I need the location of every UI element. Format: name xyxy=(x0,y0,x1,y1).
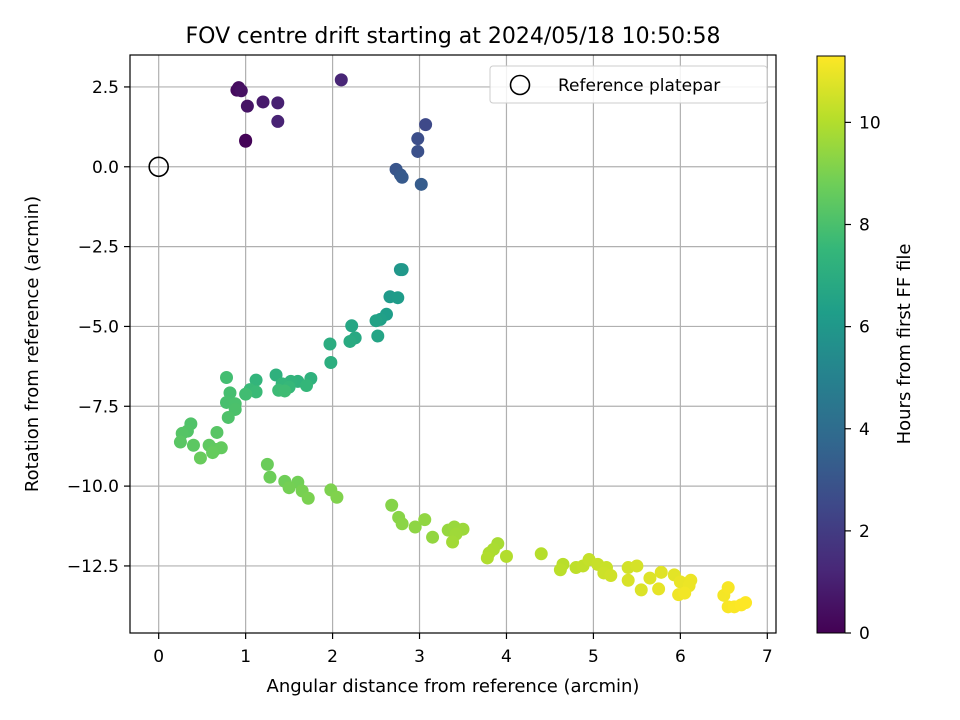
data-point xyxy=(446,535,460,549)
data-point xyxy=(391,291,405,305)
y-tick-label: 2.5 xyxy=(92,78,119,98)
colorbar-tick-label: 0 xyxy=(859,624,870,644)
data-point xyxy=(621,573,635,587)
data-point xyxy=(263,470,277,484)
data-point xyxy=(193,451,207,465)
x-tick-label: 0 xyxy=(153,647,164,667)
data-point xyxy=(260,457,274,471)
data-point xyxy=(334,73,348,87)
data-point xyxy=(369,314,383,328)
data-point xyxy=(604,569,618,583)
data-point xyxy=(234,84,248,98)
data-point xyxy=(324,356,338,370)
y-axis-label: Rotation from reference (arcmin) xyxy=(22,196,43,492)
colorbar-tick-label: 10 xyxy=(859,113,881,133)
data-point xyxy=(419,118,433,132)
data-point xyxy=(678,586,692,600)
chart-title: FOV centre drift starting at 2024/05/18 … xyxy=(186,24,721,49)
y-tick-label: −10.0 xyxy=(67,477,119,497)
legend-box xyxy=(489,65,768,104)
data-point xyxy=(221,410,235,424)
data-point xyxy=(371,329,385,343)
data-point xyxy=(408,520,422,534)
y-tick-label: −2.5 xyxy=(78,238,119,258)
colorbar-tick-label: 6 xyxy=(859,318,870,338)
colorbar-tick-label: 2 xyxy=(859,522,870,542)
data-point xyxy=(534,547,548,561)
data-point xyxy=(721,581,735,595)
data-point xyxy=(330,490,344,504)
colorbar-gradient xyxy=(816,55,846,634)
data-point xyxy=(395,170,409,184)
data-point xyxy=(385,498,399,512)
data-point xyxy=(220,371,234,385)
data-point xyxy=(426,530,440,544)
x-tick-label: 1 xyxy=(240,647,251,667)
data-point xyxy=(186,438,200,452)
data-point xyxy=(256,95,270,109)
y-axis-ticks: 2.5 0.0 −2.5 −5.0 −7.5 −10.0 −12.5 xyxy=(67,78,130,577)
data-point xyxy=(239,387,253,401)
colorbar: 0 2 4 6 8 10 Hours from first FF file xyxy=(816,55,915,644)
y-tick-label: −5.0 xyxy=(78,317,119,337)
y-tick-label: −7.5 xyxy=(78,397,119,417)
colorbar-tick-label: 8 xyxy=(859,216,870,236)
data-point xyxy=(345,319,359,333)
data-point xyxy=(173,435,187,449)
data-point xyxy=(278,384,292,398)
data-point xyxy=(643,571,657,585)
grid-lines xyxy=(130,55,776,633)
data-point xyxy=(739,596,753,610)
data-point xyxy=(301,491,315,505)
data-point xyxy=(499,549,513,563)
x-tick-label: 4 xyxy=(501,647,512,667)
colorbar-tick-label: 4 xyxy=(859,420,870,440)
data-point xyxy=(299,379,313,393)
data-point xyxy=(634,583,648,597)
x-tick-label: 7 xyxy=(762,647,773,667)
data-point xyxy=(343,334,357,348)
x-axis-ticks: 0 1 2 3 4 5 6 7 xyxy=(153,633,773,667)
y-tick-label: 0.0 xyxy=(92,158,119,178)
plot-frame xyxy=(129,54,777,634)
data-point xyxy=(480,551,494,565)
colorbar-ticks: 0 2 4 6 8 10 xyxy=(845,113,881,644)
legend: Reference platepar xyxy=(489,65,768,104)
x-tick-label: 3 xyxy=(414,647,425,667)
data-point xyxy=(282,481,296,495)
data-point xyxy=(323,337,337,351)
x-tick-label: 5 xyxy=(588,647,599,667)
data-point xyxy=(210,425,224,439)
data-point xyxy=(240,99,254,113)
data-point xyxy=(418,513,432,527)
legend-marker-icon xyxy=(509,74,531,96)
x-axis-label: Angular distance from reference (arcmin) xyxy=(267,676,640,697)
data-point xyxy=(271,96,285,110)
colorbar-label: Hours from first FF file xyxy=(894,244,915,445)
x-tick-label: 6 xyxy=(675,647,686,667)
data-point xyxy=(652,582,666,596)
reference-marker xyxy=(148,156,169,178)
y-tick-label: −12.5 xyxy=(67,557,119,577)
data-point xyxy=(411,132,425,146)
data-point xyxy=(206,446,220,460)
data-points xyxy=(173,73,753,614)
data-point xyxy=(654,565,668,579)
x-tick-label: 2 xyxy=(327,647,338,667)
data-point xyxy=(271,114,285,128)
data-point xyxy=(249,373,263,387)
data-point xyxy=(414,177,428,191)
data-point xyxy=(630,559,644,573)
data-point xyxy=(553,563,567,577)
data-point xyxy=(249,385,263,399)
legend-entry-label: Reference platepar xyxy=(558,76,720,96)
data-point xyxy=(395,517,409,531)
data-point xyxy=(239,134,253,148)
data-point xyxy=(411,144,425,158)
data-point xyxy=(395,263,409,277)
